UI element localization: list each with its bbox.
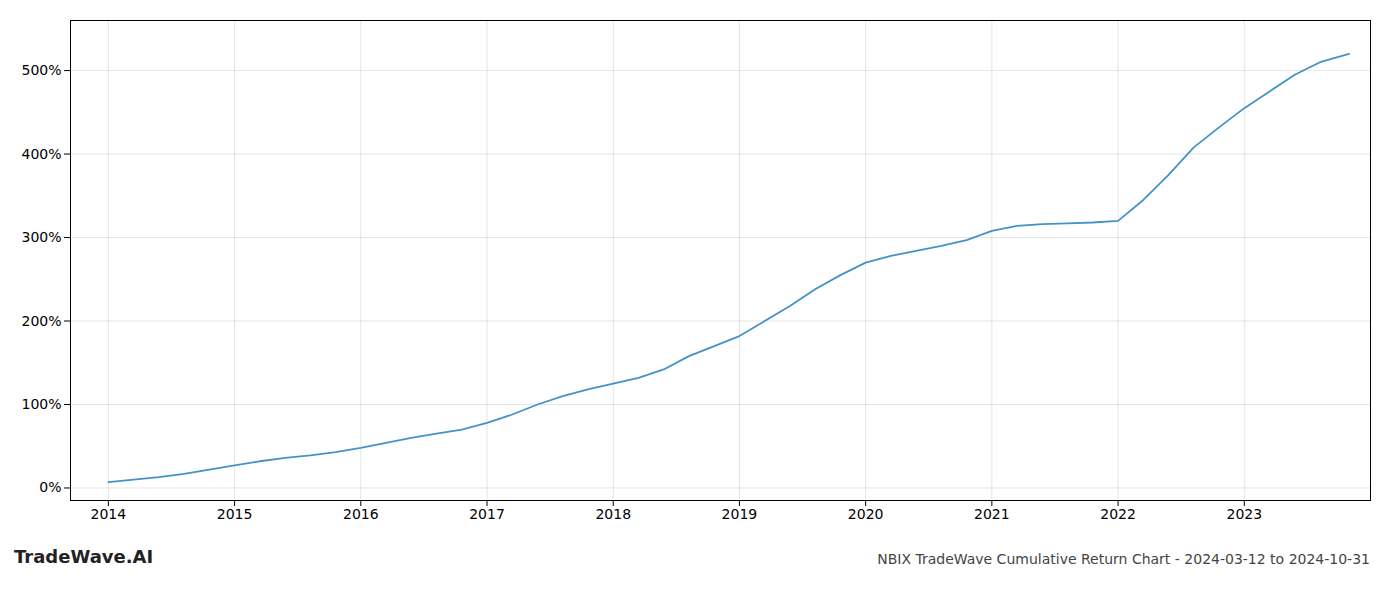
svg-text:200%: 200% [21, 313, 61, 329]
svg-text:400%: 400% [21, 146, 61, 162]
svg-text:2018: 2018 [595, 506, 631, 522]
svg-text:2022: 2022 [1100, 506, 1136, 522]
html-text:NBIX TradeWave Cumulative Retu: NBIX TradeWave Cumulative Return Chart -… [877, 551, 1370, 567]
svg-text:0%: 0% [39, 479, 61, 495]
svg-text:2016: 2016 [343, 506, 379, 522]
svg-text:2019: 2019 [722, 506, 758, 522]
svg-text:2014: 2014 [91, 506, 127, 522]
svg-text:300%: 300% [21, 229, 61, 245]
svg-text:500%: 500% [21, 62, 61, 78]
svg-text:2023: 2023 [1226, 506, 1262, 522]
svg-text:100%: 100% [21, 396, 61, 412]
svg-text:2020: 2020 [848, 506, 884, 522]
svg-text:2021: 2021 [974, 506, 1010, 522]
svg-text:2015: 2015 [217, 506, 253, 522]
html-text:TradeWave.AI: TradeWave.AI [14, 546, 154, 567]
svg-text:2017: 2017 [469, 506, 505, 522]
